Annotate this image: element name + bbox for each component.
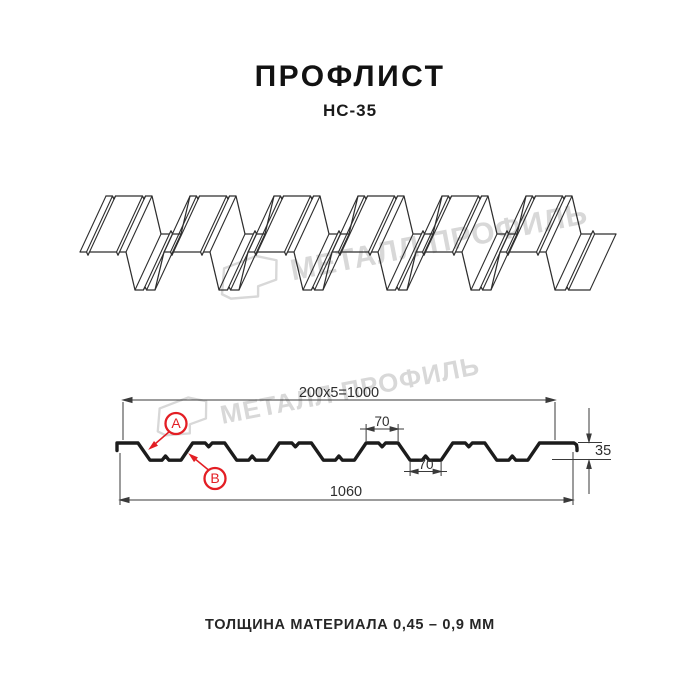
dimension-overall-width: 1060 — [329, 484, 363, 500]
product-model: НС-35 — [322, 101, 378, 120]
side-a-label: A — [171, 415, 181, 431]
sheet-front-edge — [79, 251, 591, 291]
profile-outline — [115, 441, 579, 462]
side-b-circle — [203, 466, 227, 491]
side-b-label: B — [210, 470, 220, 486]
watermark-metall-profil-upper: МЕТАЛЛ ПРОФИЛЬ — [210, 191, 592, 309]
cross-section-view — [115, 441, 579, 462]
profile-3d-view — [79, 195, 617, 291]
dimension-module-width: 200x5=1000 — [298, 385, 380, 401]
dimension-crest-width: 70 — [374, 414, 390, 429]
page-title: ПРОФЛИСТ — [254, 60, 446, 93]
sheet-back-edge — [105, 195, 617, 235]
side-callouts — [148, 411, 227, 491]
metall-profil-logo-icon — [220, 254, 278, 300]
material-thickness-note: ТОЛЩИНА МАТЕРИАЛА 0,45 – 0,9 ММ — [205, 617, 495, 633]
dimension-lines — [118, 396, 611, 505]
dimension-profile-height: 35 — [595, 443, 612, 459]
dimension-trough-width: 70 — [418, 457, 434, 472]
side-a-circle — [164, 411, 188, 436]
sheet-rib-lines — [79, 195, 617, 291]
